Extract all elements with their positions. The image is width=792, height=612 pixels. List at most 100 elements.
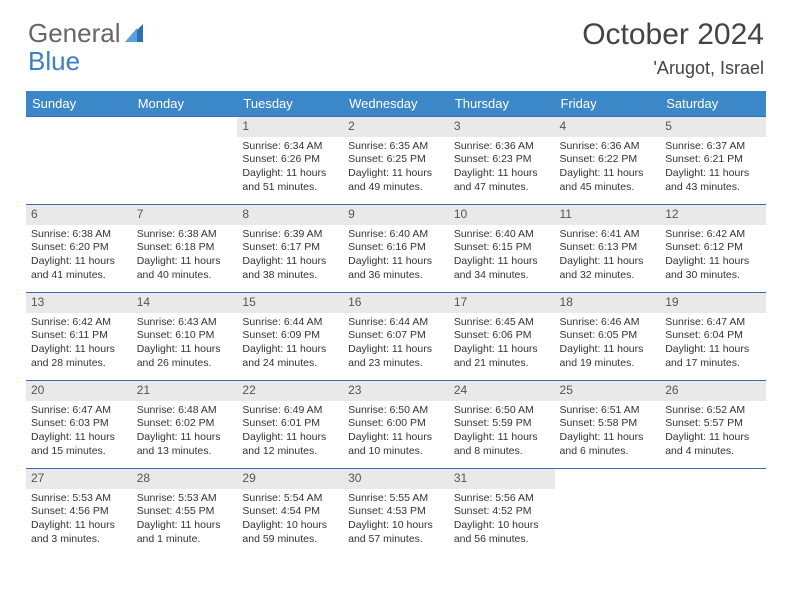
header: General October 2024 'Arugot, Israel: [0, 0, 792, 85]
day-cell: 22Sunrise: 6:49 AMSunset: 6:01 PMDayligh…: [237, 381, 343, 469]
day-details: Sunrise: 6:44 AMSunset: 6:07 PMDaylight:…: [343, 313, 449, 375]
day-details: Sunrise: 6:46 AMSunset: 6:05 PMDaylight:…: [555, 313, 661, 375]
day-cell: 2Sunrise: 6:35 AMSunset: 6:25 PMDaylight…: [343, 117, 449, 205]
sunrise-text: Sunrise: 6:40 AM: [454, 228, 550, 242]
sunrise-text: Sunrise: 6:36 AM: [454, 140, 550, 154]
col-monday: Monday: [132, 91, 238, 117]
day-details: Sunrise: 6:37 AMSunset: 6:21 PMDaylight:…: [660, 137, 766, 199]
daylight-text: Daylight: 10 hours and 59 minutes.: [242, 519, 338, 546]
day-number: 13: [26, 293, 132, 313]
sunset-text: Sunset: 6:23 PM: [454, 153, 550, 167]
sunrise-text: Sunrise: 6:42 AM: [31, 316, 127, 330]
daylight-text: Daylight: 11 hours and 30 minutes.: [665, 255, 761, 282]
sunrise-text: Sunrise: 6:47 AM: [31, 404, 127, 418]
sunset-text: Sunset: 6:09 PM: [242, 329, 338, 343]
day-details: Sunrise: 6:36 AMSunset: 6:23 PMDaylight:…: [449, 137, 555, 199]
day-cell: ..: [660, 469, 766, 557]
week-row: 6Sunrise: 6:38 AMSunset: 6:20 PMDaylight…: [26, 205, 766, 293]
day-number: 25: [555, 381, 661, 401]
logo-word2: Blue: [28, 46, 80, 77]
sunset-text: Sunset: 6:04 PM: [665, 329, 761, 343]
day-number: 15: [237, 293, 343, 313]
day-details: Sunrise: 5:55 AMSunset: 4:53 PMDaylight:…: [343, 489, 449, 551]
day-number: 5: [660, 117, 766, 137]
sunrise-text: Sunrise: 6:51 AM: [560, 404, 656, 418]
daylight-text: Daylight: 11 hours and 17 minutes.: [665, 343, 761, 370]
daylight-text: Daylight: 11 hours and 6 minutes.: [560, 431, 656, 458]
sunrise-text: Sunrise: 6:50 AM: [348, 404, 444, 418]
day-number: 4: [555, 117, 661, 137]
daylight-text: Daylight: 11 hours and 45 minutes.: [560, 167, 656, 194]
day-number: 23: [343, 381, 449, 401]
sunset-text: Sunset: 6:13 PM: [560, 241, 656, 255]
day-number: 31: [449, 469, 555, 489]
daylight-text: Daylight: 11 hours and 36 minutes.: [348, 255, 444, 282]
sunrise-text: Sunrise: 6:52 AM: [665, 404, 761, 418]
day-cell: ..: [555, 469, 661, 557]
day-cell: 17Sunrise: 6:45 AMSunset: 6:06 PMDayligh…: [449, 293, 555, 381]
day-details: Sunrise: 5:54 AMSunset: 4:54 PMDaylight:…: [237, 489, 343, 551]
day-details: Sunrise: 6:42 AMSunset: 6:12 PMDaylight:…: [660, 225, 766, 287]
sunrise-text: Sunrise: 6:36 AM: [560, 140, 656, 154]
day-number: 3: [449, 117, 555, 137]
sunset-text: Sunset: 6:10 PM: [137, 329, 233, 343]
daylight-text: Daylight: 11 hours and 3 minutes.: [31, 519, 127, 546]
daylight-text: Daylight: 11 hours and 43 minutes.: [665, 167, 761, 194]
day-cell: 28Sunrise: 5:53 AMSunset: 4:55 PMDayligh…: [132, 469, 238, 557]
daylight-text: Daylight: 11 hours and 26 minutes.: [137, 343, 233, 370]
day-number: 27: [26, 469, 132, 489]
sunset-text: Sunset: 6:05 PM: [560, 329, 656, 343]
calendar-table: Sunday Monday Tuesday Wednesday Thursday…: [26, 91, 766, 557]
day-details: Sunrise: 6:36 AMSunset: 6:22 PMDaylight:…: [555, 137, 661, 199]
daylight-text: Daylight: 11 hours and 10 minutes.: [348, 431, 444, 458]
day-number: 16: [343, 293, 449, 313]
day-cell: 6Sunrise: 6:38 AMSunset: 6:20 PMDaylight…: [26, 205, 132, 293]
sunrise-text: Sunrise: 6:46 AM: [560, 316, 656, 330]
daylight-text: Daylight: 11 hours and 32 minutes.: [560, 255, 656, 282]
day-number: 14: [132, 293, 238, 313]
day-details: Sunrise: 6:39 AMSunset: 6:17 PMDaylight:…: [237, 225, 343, 287]
day-cell: 12Sunrise: 6:42 AMSunset: 6:12 PMDayligh…: [660, 205, 766, 293]
day-details: Sunrise: 5:56 AMSunset: 4:52 PMDaylight:…: [449, 489, 555, 551]
day-number: 21: [132, 381, 238, 401]
sunset-text: Sunset: 5:57 PM: [665, 417, 761, 431]
day-cell: 9Sunrise: 6:40 AMSunset: 6:16 PMDaylight…: [343, 205, 449, 293]
day-number: 17: [449, 293, 555, 313]
logo: General: [28, 18, 147, 49]
day-details: Sunrise: 6:49 AMSunset: 6:01 PMDaylight:…: [237, 401, 343, 463]
day-cell: 13Sunrise: 6:42 AMSunset: 6:11 PMDayligh…: [26, 293, 132, 381]
day-details: Sunrise: 6:43 AMSunset: 6:10 PMDaylight:…: [132, 313, 238, 375]
sunrise-text: Sunrise: 6:37 AM: [665, 140, 761, 154]
sunrise-text: Sunrise: 5:53 AM: [31, 492, 127, 506]
title-block: October 2024 'Arugot, Israel: [582, 18, 764, 79]
day-cell: 15Sunrise: 6:44 AMSunset: 6:09 PMDayligh…: [237, 293, 343, 381]
sunset-text: Sunset: 6:25 PM: [348, 153, 444, 167]
sunrise-text: Sunrise: 5:55 AM: [348, 492, 444, 506]
logo-word1: General: [28, 18, 121, 49]
day-cell: 21Sunrise: 6:48 AMSunset: 6:02 PMDayligh…: [132, 381, 238, 469]
day-cell: 27Sunrise: 5:53 AMSunset: 4:56 PMDayligh…: [26, 469, 132, 557]
week-row: ....1Sunrise: 6:34 AMSunset: 6:26 PMDayl…: [26, 117, 766, 205]
col-tuesday: Tuesday: [237, 91, 343, 117]
calendar-body: ....1Sunrise: 6:34 AMSunset: 6:26 PMDayl…: [26, 117, 766, 557]
day-cell: 14Sunrise: 6:43 AMSunset: 6:10 PMDayligh…: [132, 293, 238, 381]
daylight-text: Daylight: 11 hours and 1 minute.: [137, 519, 233, 546]
sunset-text: Sunset: 6:02 PM: [137, 417, 233, 431]
sunrise-text: Sunrise: 6:48 AM: [137, 404, 233, 418]
day-cell: 16Sunrise: 6:44 AMSunset: 6:07 PMDayligh…: [343, 293, 449, 381]
daylight-text: Daylight: 11 hours and 38 minutes.: [242, 255, 338, 282]
daylight-text: Daylight: 11 hours and 34 minutes.: [454, 255, 550, 282]
daylight-text: Daylight: 11 hours and 47 minutes.: [454, 167, 550, 194]
day-number: 6: [26, 205, 132, 225]
sunset-text: Sunset: 6:26 PM: [242, 153, 338, 167]
day-cell: 3Sunrise: 6:36 AMSunset: 6:23 PMDaylight…: [449, 117, 555, 205]
sunrise-text: Sunrise: 6:45 AM: [454, 316, 550, 330]
day-cell: 11Sunrise: 6:41 AMSunset: 6:13 PMDayligh…: [555, 205, 661, 293]
sunrise-text: Sunrise: 6:43 AM: [137, 316, 233, 330]
sunrise-text: Sunrise: 6:34 AM: [242, 140, 338, 154]
sunset-text: Sunset: 6:11 PM: [31, 329, 127, 343]
col-thursday: Thursday: [449, 91, 555, 117]
sunrise-text: Sunrise: 6:50 AM: [454, 404, 550, 418]
day-cell: 8Sunrise: 6:39 AMSunset: 6:17 PMDaylight…: [237, 205, 343, 293]
day-cell: 19Sunrise: 6:47 AMSunset: 6:04 PMDayligh…: [660, 293, 766, 381]
